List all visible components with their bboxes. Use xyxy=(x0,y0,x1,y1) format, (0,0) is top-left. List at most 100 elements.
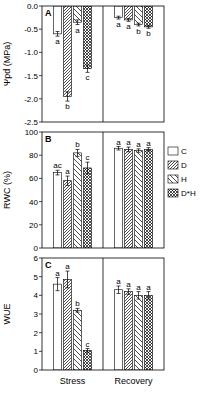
y-tick xyxy=(39,258,42,259)
error-bar xyxy=(86,349,90,353)
error-cap xyxy=(56,31,60,32)
error-cap xyxy=(117,16,121,17)
error-stem xyxy=(128,19,129,22)
error-cap xyxy=(66,91,70,92)
y-tick xyxy=(39,201,42,202)
error-cap xyxy=(117,293,121,294)
y-tick-label: -2.5 xyxy=(24,118,38,127)
error-stem xyxy=(67,92,68,101)
bar xyxy=(84,6,92,69)
legend-label: D*H xyxy=(181,189,196,198)
y-tick-label: 0 xyxy=(34,366,39,375)
error-cap xyxy=(86,173,90,174)
error-stem xyxy=(148,148,149,151)
error-bar xyxy=(76,20,80,25)
bar xyxy=(125,6,133,20)
significance-letter: a xyxy=(126,138,131,147)
error-bar xyxy=(127,289,131,295)
significance-letter: c xyxy=(86,153,90,162)
y-tick-label: 40 xyxy=(29,198,38,207)
error-stem xyxy=(138,292,139,299)
error-cap xyxy=(127,294,131,295)
bar xyxy=(115,290,123,370)
significance-letter: a xyxy=(65,167,70,176)
error-bar xyxy=(56,278,60,291)
error-bar xyxy=(137,292,141,299)
bar xyxy=(145,295,153,370)
error-bar xyxy=(147,25,151,28)
significance-letter: c xyxy=(86,340,90,349)
y-tick-label: -1.0 xyxy=(24,48,38,57)
bar xyxy=(74,6,82,22)
error-stem xyxy=(128,147,129,152)
error-bar xyxy=(56,32,60,37)
y-tick xyxy=(39,98,42,99)
y-tick-label: 20 xyxy=(29,221,38,230)
y-tick-label: 60 xyxy=(29,174,38,183)
significance-letter: a xyxy=(65,262,70,271)
bar xyxy=(135,151,143,248)
bar xyxy=(64,6,72,96)
error-cap xyxy=(147,151,151,152)
plot-frame xyxy=(42,258,164,370)
y-tick-label: 3 xyxy=(34,310,39,319)
error-cap xyxy=(76,312,80,313)
legend-label: D xyxy=(181,161,187,170)
bar xyxy=(54,284,62,370)
legend-swatch xyxy=(168,147,178,155)
y-tick-label: -2.0 xyxy=(24,95,38,104)
category-label: Stress xyxy=(60,376,86,386)
error-bar xyxy=(76,149,80,156)
significance-letter: a xyxy=(116,20,121,29)
error-stem xyxy=(77,149,78,156)
panel: acaaabaca020406080100RWC (%)BCDHD*H xyxy=(2,128,196,253)
y-tick-label: -1.5 xyxy=(24,72,38,81)
y-tick xyxy=(39,178,42,179)
bar xyxy=(54,6,62,34)
error-bar xyxy=(127,19,131,22)
significance-letter: a xyxy=(116,138,121,147)
bar xyxy=(64,181,72,248)
bar xyxy=(125,292,133,370)
error-cap xyxy=(66,185,70,186)
panel-title: C xyxy=(45,260,52,270)
panel: aaaabaca0123456WUECStressRecovery xyxy=(2,254,164,386)
error-stem xyxy=(77,20,78,25)
significance-letter: b xyxy=(65,102,70,111)
y-tick-label: 5 xyxy=(34,273,39,282)
error-bar xyxy=(56,170,60,175)
error-cap xyxy=(56,290,60,291)
bar xyxy=(54,173,62,248)
significance-letter: b xyxy=(146,29,151,38)
error-bar xyxy=(137,23,141,26)
y-tick xyxy=(39,122,42,123)
y-tick xyxy=(39,276,42,277)
y-tick-label: -0.5 xyxy=(24,25,38,34)
bar xyxy=(115,148,123,248)
bar xyxy=(125,149,133,248)
significance-letter: a xyxy=(126,280,131,289)
legend-label: C xyxy=(181,147,187,156)
error-bar xyxy=(117,286,121,293)
error-stem xyxy=(128,289,129,295)
significance-letter: a xyxy=(136,140,141,149)
y-tick-label: 100 xyxy=(25,128,39,137)
y-axis-label: WUE xyxy=(2,304,12,325)
error-cap xyxy=(76,156,80,157)
bar xyxy=(145,149,153,248)
error-bar xyxy=(147,148,151,151)
error-bar xyxy=(117,16,121,19)
error-cap xyxy=(86,64,90,65)
error-cap xyxy=(147,299,151,300)
legend-swatch xyxy=(168,189,178,197)
error-cap xyxy=(117,149,121,150)
y-tick xyxy=(39,224,42,225)
error-stem xyxy=(77,308,78,312)
error-stem xyxy=(87,65,88,72)
group-divider xyxy=(103,132,104,248)
error-stem xyxy=(57,278,58,291)
chart-figure: aabaabcb0.0-0.5-1.0-1.5-2.0-2.5Ψpd (MPa)… xyxy=(0,0,203,400)
significance-letter: a xyxy=(146,139,151,148)
panel: aabaabcb0.0-0.5-1.0-1.5-2.0-2.5Ψpd (MPa)… xyxy=(2,2,164,127)
y-tick xyxy=(39,6,42,7)
